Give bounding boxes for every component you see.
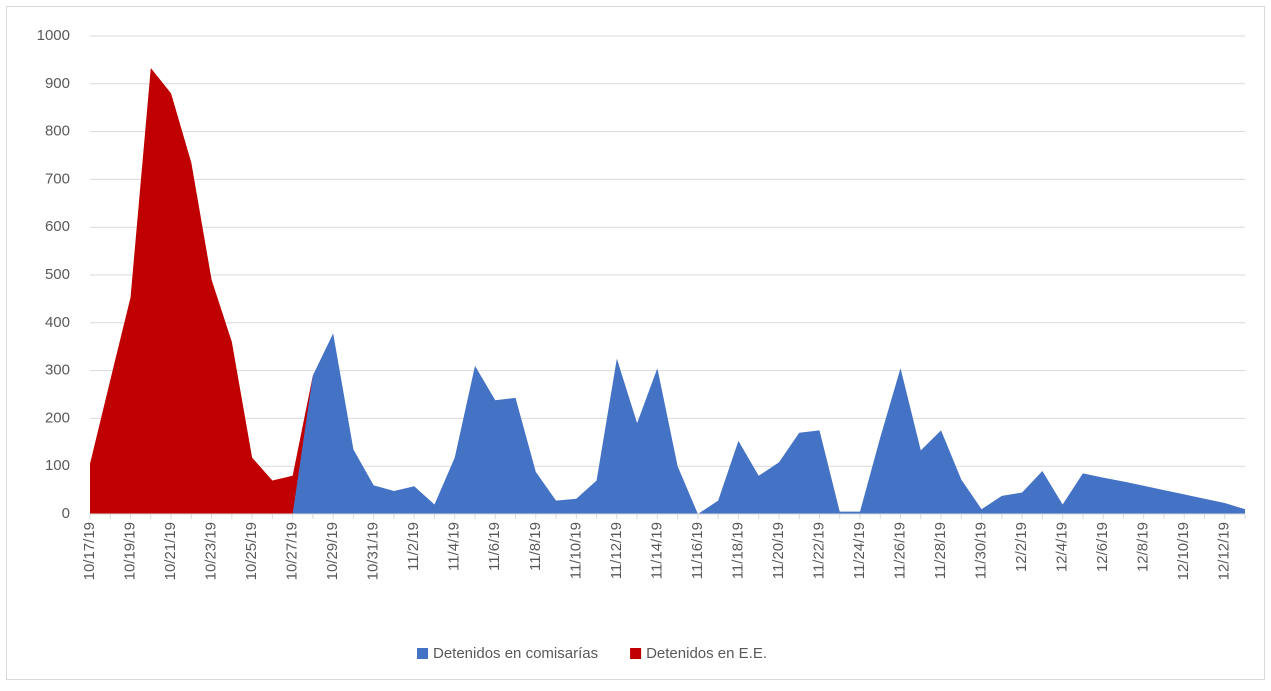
x-tick-label: 10/31/19 [365, 522, 382, 580]
y-tick-label: 0 [62, 505, 70, 522]
x-tick-label: 11/26/19 [891, 522, 908, 579]
x-tick-label: 10/27/19 [284, 522, 301, 580]
x-tick-label: 11/24/19 [851, 522, 868, 579]
x-tick-label: 12/12/19 [1216, 522, 1233, 580]
x-tick-label: 10/29/19 [324, 522, 341, 580]
y-tick-label: 100 [45, 457, 70, 474]
y-tick-label: 500 [45, 266, 70, 283]
x-tick-label: 11/10/19 [567, 522, 584, 579]
x-tick-label: 12/2/19 [1013, 522, 1030, 572]
x-tick-label: 11/22/19 [810, 522, 827, 579]
x-tick-label: 11/14/19 [648, 522, 665, 579]
x-tick-label: 11/12/19 [608, 522, 625, 579]
area [90, 68, 313, 514]
y-tick-label: 700 [45, 170, 70, 187]
y-tick-label: 400 [45, 314, 70, 331]
legend-label: Detenidos en E.E. [646, 645, 767, 662]
x-tick-label: 11/6/19 [486, 522, 503, 571]
y-tick-label: 300 [45, 362, 70, 379]
legend: Detenidos en comisarías Detenidos en E.E. [417, 645, 767, 662]
x-tick-label: 11/16/19 [689, 522, 706, 579]
legend-swatch [417, 648, 428, 659]
x-tick-label: 10/21/19 [162, 522, 179, 580]
x-tick-label: 10/19/19 [121, 522, 138, 580]
x-tick-label: 12/10/19 [1175, 522, 1192, 580]
x-tick-label: 12/8/19 [1135, 522, 1152, 572]
x-tick-label: 10/25/19 [243, 522, 260, 580]
y-tick-label: 1000 [37, 27, 70, 44]
x-tick-label: 11/28/19 [932, 522, 949, 579]
x-tick-label: 11/30/19 [973, 522, 990, 579]
x-tick-label: 10/23/19 [203, 522, 220, 580]
y-tick-label: 900 [45, 75, 70, 92]
x-tick-label: 10/17/19 [81, 522, 98, 580]
x-tick-label: 12/6/19 [1094, 522, 1111, 572]
area [292, 333, 1245, 514]
x-tick-label: 11/4/19 [446, 522, 463, 571]
x-tick-label: 12/4/19 [1054, 522, 1071, 572]
legend-label: Detenidos en comisarías [433, 645, 598, 662]
x-tick-label: 11/18/19 [729, 522, 746, 579]
x-tick-label: 11/2/19 [405, 522, 422, 571]
y-tick-label: 200 [45, 409, 70, 426]
x-tick-label: 11/8/19 [527, 522, 544, 571]
y-tick-label: 600 [45, 218, 70, 235]
y-tick-label: 800 [45, 123, 70, 140]
legend-swatch [630, 648, 642, 659]
x-tick-label: 11/20/19 [770, 522, 787, 579]
